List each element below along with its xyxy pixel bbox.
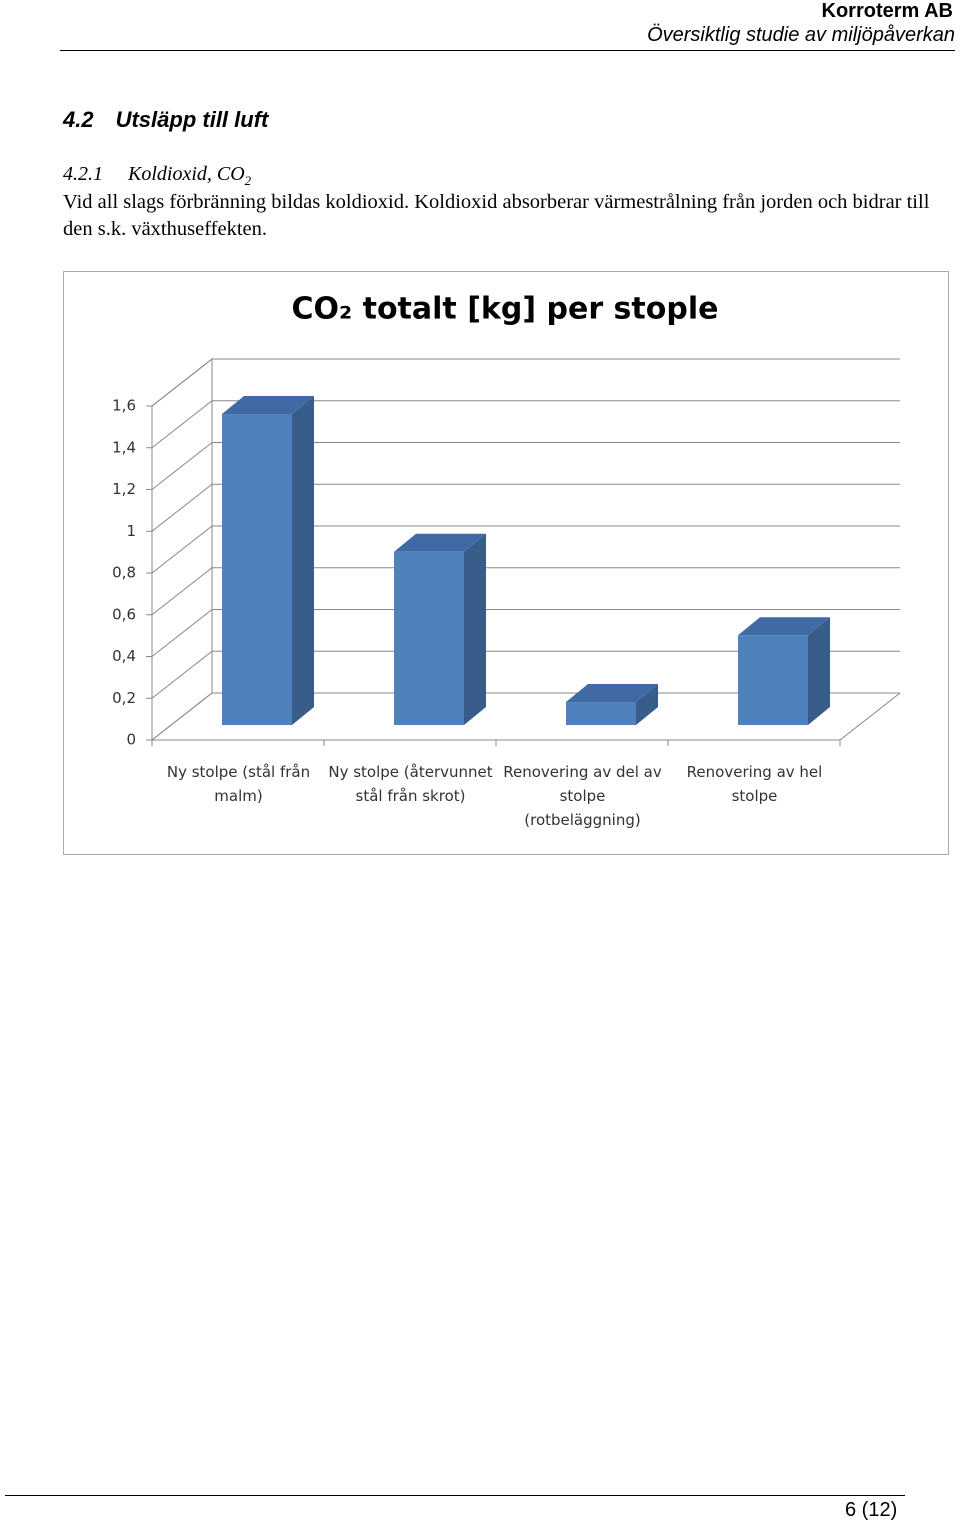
chart-title: CO₂ totalt [kg] per stople bbox=[292, 292, 719, 327]
bar-group bbox=[394, 533, 486, 725]
grid-line bbox=[151, 525, 900, 574]
grid-line bbox=[151, 400, 900, 449]
y-tick-label: 0,6 bbox=[112, 605, 136, 623]
y-tick-label: 0,4 bbox=[112, 647, 136, 665]
header-rule bbox=[60, 50, 955, 51]
bar bbox=[394, 551, 464, 725]
grid-line bbox=[151, 442, 900, 490]
y-tick-label: 1,2 bbox=[112, 480, 136, 498]
x-tick-label: Renovering av del av stolpe (rotbeläggni… bbox=[503, 763, 662, 829]
page-number: 6 (12) bbox=[845, 1499, 898, 1521]
x-tick-label: Ny stolpe (återvunnet stål från skrot) bbox=[328, 763, 493, 805]
y-tick-label: 1,4 bbox=[112, 438, 136, 456]
section-heading: 4.2 Utsläpp till luft bbox=[63, 107, 268, 133]
bar-top bbox=[566, 684, 658, 703]
bar bbox=[222, 413, 292, 725]
y-tick-label: 0,2 bbox=[112, 689, 136, 707]
grid-line bbox=[151, 609, 900, 657]
x-tick-label: Renovering av hel stolpe bbox=[686, 763, 823, 805]
bar-top bbox=[222, 395, 314, 414]
subsection-number: 4.2.1 bbox=[63, 163, 103, 185]
bar-group bbox=[566, 684, 658, 725]
bar bbox=[566, 702, 636, 725]
subsection-heading: 4.2.1 Koldioxid, CO2 bbox=[63, 163, 251, 189]
grid-line bbox=[151, 692, 900, 741]
chart-frame bbox=[63, 271, 949, 855]
grid-line bbox=[151, 567, 900, 616]
bar-side bbox=[636, 684, 658, 725]
company: Korroterm AB bbox=[821, 0, 954, 22]
grid-line bbox=[151, 358, 900, 407]
section-title: Utsläpp till luft bbox=[115, 107, 269, 132]
y-tick-label: 1,6 bbox=[112, 397, 136, 415]
y-tick-label: 0 bbox=[126, 731, 136, 749]
bar-group bbox=[738, 617, 830, 725]
paragraph: Vid all slags förbränning bildas koldiox… bbox=[63, 191, 930, 240]
x-tick-label: Ny stolpe (stål från malm) bbox=[166, 763, 311, 805]
grid-line bbox=[151, 483, 900, 532]
bar-side bbox=[464, 533, 486, 725]
bar-top bbox=[394, 533, 486, 552]
bar-top bbox=[738, 617, 830, 636]
doc-subtitle: Översiktlig studie av miljöpåverkan bbox=[647, 24, 955, 46]
grid-line bbox=[151, 650, 900, 699]
chart: CO₂ totalt [kg] per stople 0 0,2 0,4 0,6 0,8… bbox=[112, 292, 901, 749]
y-tick-label: 1 bbox=[126, 522, 136, 540]
footer-rule bbox=[5, 1495, 905, 1496]
section-number: 4.2 bbox=[63, 107, 94, 132]
subsection-title: Koldioxid, CO bbox=[128, 163, 245, 185]
bar-group bbox=[222, 395, 314, 725]
bar-side bbox=[292, 395, 314, 725]
bar-side bbox=[808, 617, 830, 725]
bar bbox=[738, 635, 808, 725]
y-tick-label: 0,8 bbox=[112, 564, 136, 582]
subscript: 2 bbox=[244, 173, 252, 188]
